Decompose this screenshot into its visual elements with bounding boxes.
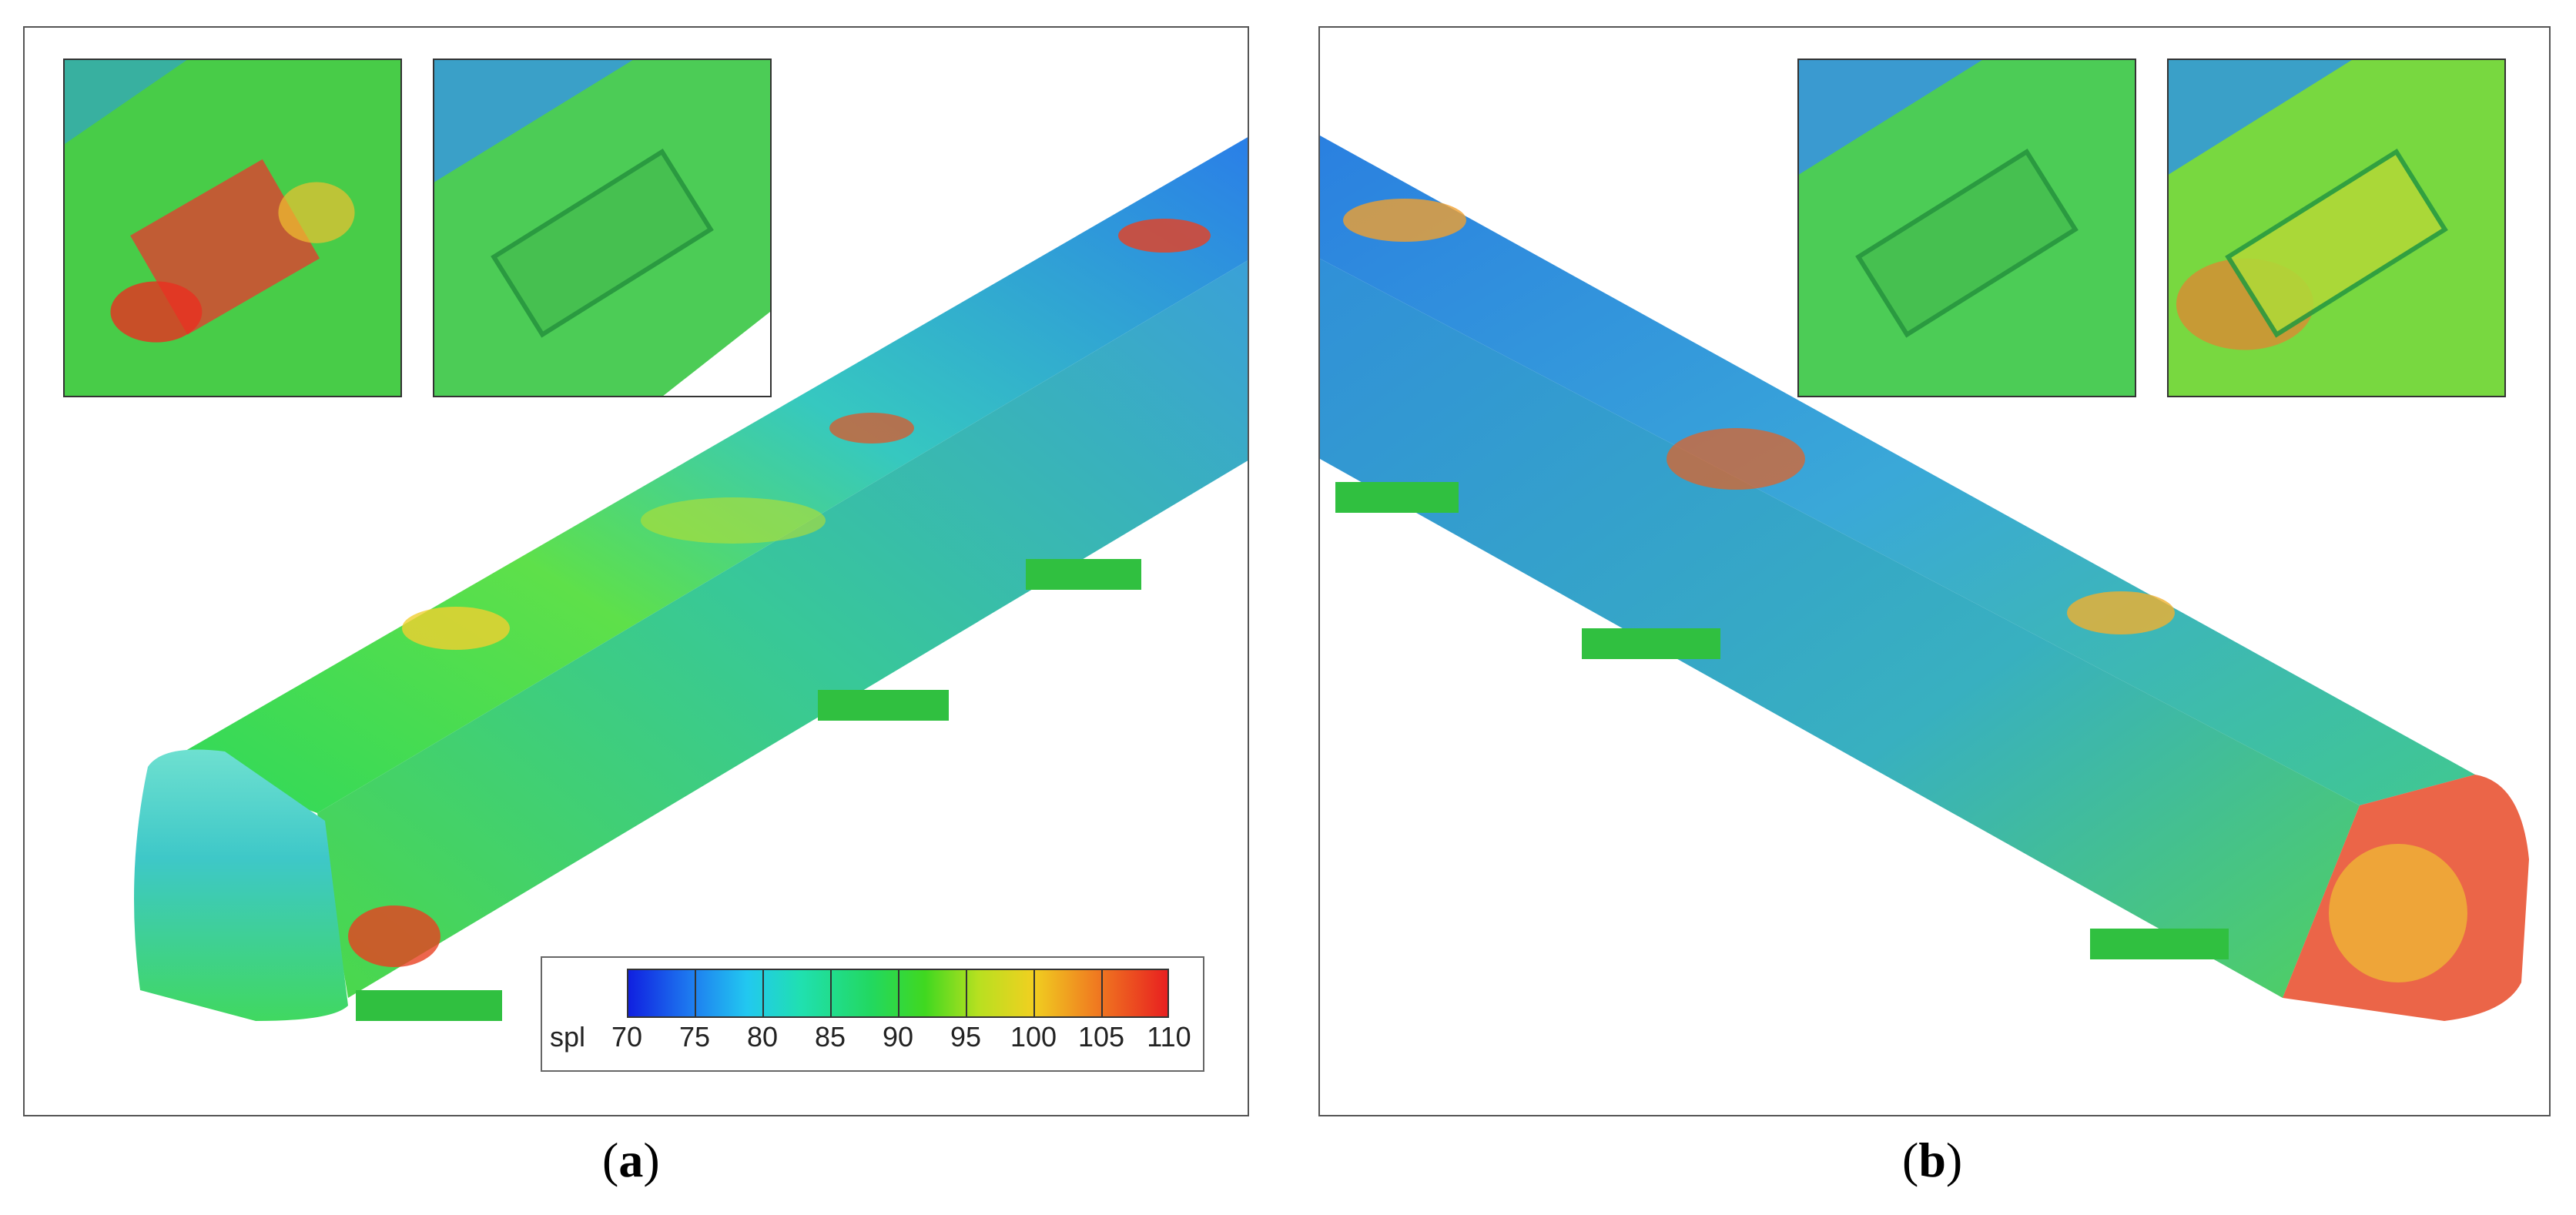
legend-tick-label: 100 [1010, 1021, 1057, 1053]
bogie-detail-a1 [65, 60, 400, 396]
train-surface-view-b [1320, 136, 2529, 1021]
legend-tick-label: 85 [814, 1021, 846, 1053]
legend-tick-label: 80 [746, 1021, 779, 1053]
legend-tick-label: 110 [1147, 1021, 1191, 1053]
legend-tick [762, 969, 764, 1018]
legend-tick-label: 105 [1077, 1021, 1125, 1053]
legend-tick [898, 969, 899, 1018]
panel-a: spl 70 75 80 85 90 95 100 105 110 [23, 26, 1249, 1116]
panel-b [1318, 26, 2551, 1116]
inset-a2 [433, 59, 772, 397]
legend-tick-label: 90 [882, 1021, 914, 1053]
legend-tick [1101, 969, 1103, 1018]
legend-tick [966, 969, 967, 1018]
legend-tick-label: 95 [950, 1021, 982, 1053]
inset-b2 [2167, 59, 2506, 397]
legend-tick [1033, 969, 1035, 1018]
legend-variable-label: spl [550, 1021, 586, 1053]
bogie-detail-b2 [2169, 60, 2504, 396]
color-legend: spl 70 75 80 85 90 95 100 105 110 [541, 956, 1204, 1072]
legend-tick [830, 969, 832, 1018]
subfigure-label-b: (b) [1902, 1133, 1963, 1187]
inset-b1 [1797, 59, 2136, 397]
train-surface-view-a [134, 137, 1248, 1021]
inset-a1 [63, 59, 402, 397]
legend-tick-label: 70 [611, 1021, 643, 1053]
legend-tick-label: 75 [678, 1021, 711, 1053]
bogie-detail-b1 [1799, 60, 2135, 396]
bogie-detail-a2 [434, 60, 770, 396]
subfigure-label-a: (a) [602, 1133, 660, 1187]
legend-tick [695, 969, 696, 1018]
